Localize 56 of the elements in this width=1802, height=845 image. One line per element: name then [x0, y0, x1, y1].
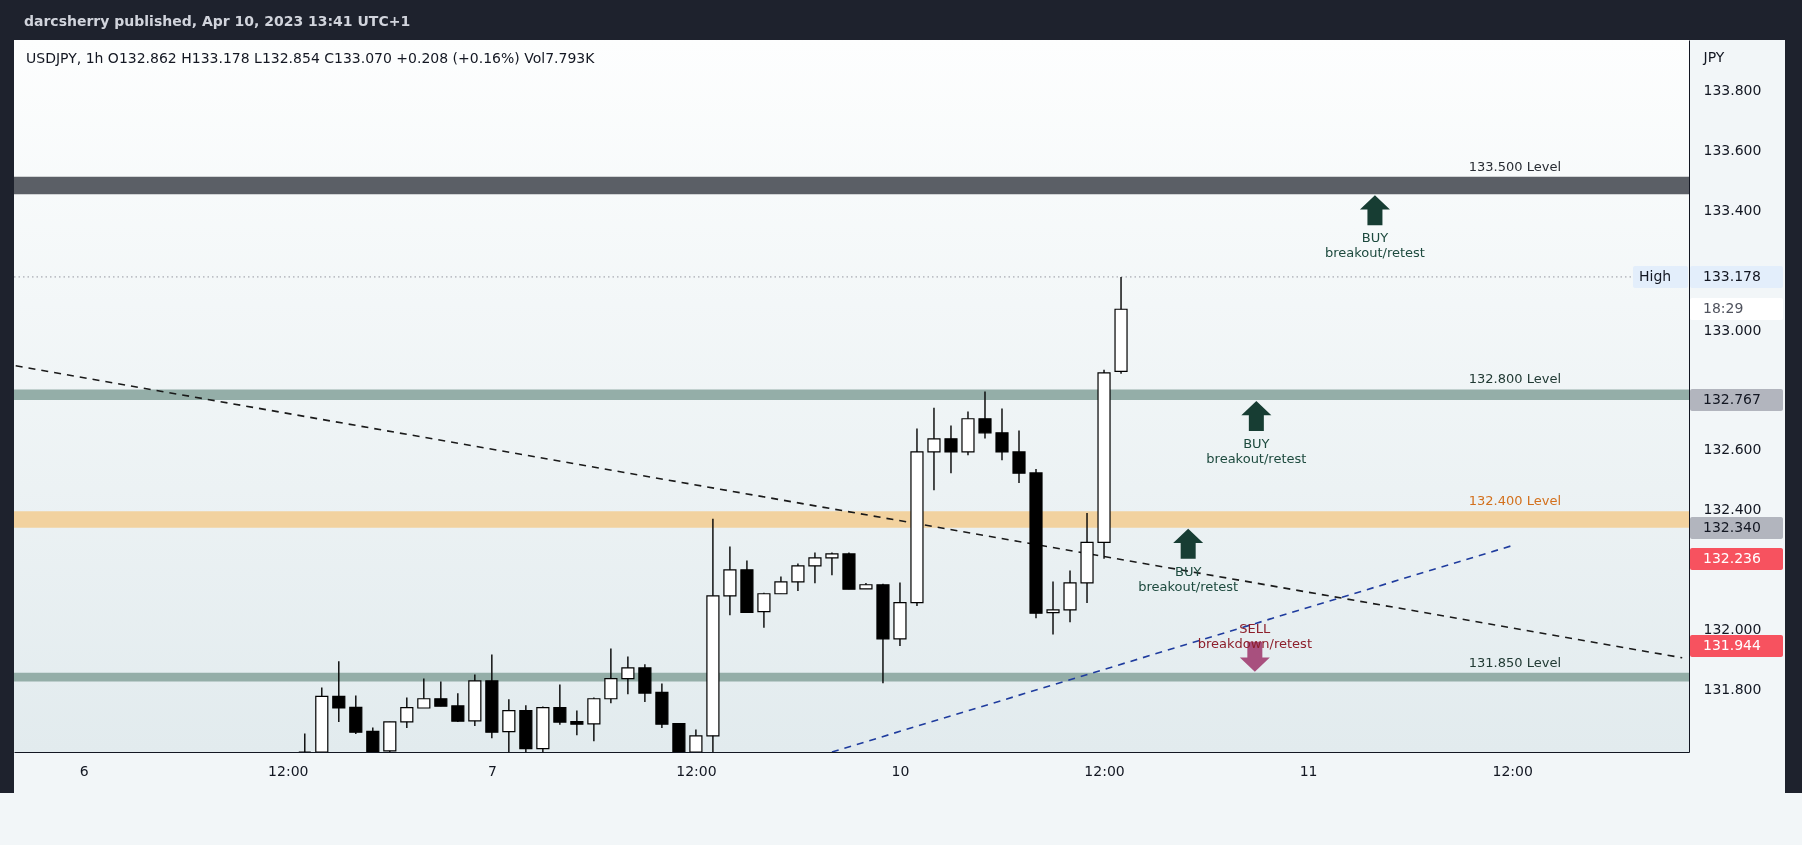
x-tick-label: 10: [891, 762, 910, 779]
text: USDJPY, 1h O132.862 H133.178 L132.854 C133.070 +0.208 (+0.16%) Vol7.793K: [26, 50, 596, 66]
x-tick-label: 11: [1299, 762, 1318, 779]
y-tick-label: 132.600: [1703, 441, 1762, 458]
x-tick-label: 7: [487, 762, 497, 779]
candlestick: [791, 562, 805, 592]
candlestick: [553, 683, 567, 726]
candlestick: [621, 655, 635, 695]
text: 18:29: [1703, 300, 1744, 316]
text: 132.767: [1703, 391, 1761, 407]
annotation: SELL breakdown/retest: [1197, 620, 1312, 651]
candlestick: [1012, 429, 1026, 484]
candlestick: [1046, 580, 1060, 636]
ref-line-label: High: [1639, 267, 1672, 284]
annotation: BUY breakout/retest: [1138, 563, 1239, 594]
band-label: 132.400 Level: [1468, 493, 1561, 509]
text: 133.178: [1703, 268, 1761, 284]
y-tick-label: 133.400: [1703, 202, 1762, 219]
candlestick: [570, 709, 584, 736]
annotation: BUY breakout/retest: [1206, 435, 1307, 466]
band-label: 131.850 Level: [1468, 654, 1561, 670]
candlestick: [944, 424, 958, 474]
y-tick-label: 133.600: [1703, 142, 1762, 159]
y-axis-title: JPY: [1702, 48, 1725, 65]
candlestick: [825, 551, 839, 576]
candlestick: [604, 647, 618, 704]
band-label: 132.800 Level: [1468, 371, 1561, 387]
candlestick: [400, 696, 414, 729]
candlestick: [451, 692, 465, 723]
candlestick: [808, 551, 822, 584]
band-label: 133.500 Level: [1468, 158, 1561, 174]
y-tick-label: 133.000: [1703, 321, 1762, 338]
text: 132.236: [1703, 550, 1761, 566]
candlestick: [298, 732, 312, 752]
x-tick-label: 6: [79, 762, 89, 779]
x-tick-label: 12:00: [1492, 762, 1533, 779]
y-tick-label: 132.400: [1703, 501, 1762, 518]
x-tick-label: 12:00: [1084, 762, 1125, 779]
candlestick: [332, 660, 346, 723]
candlestick: [978, 390, 992, 440]
candlestick: [502, 698, 516, 752]
candlestick: [995, 407, 1009, 462]
candlestick: [434, 680, 448, 707]
candlestick: [417, 677, 431, 709]
text: 132.340: [1703, 519, 1761, 535]
y-tick-label: 131.800: [1703, 680, 1762, 697]
x-tick-label: 12:00: [676, 762, 717, 779]
annotation: BUY breakout/retest: [1324, 230, 1425, 261]
y-tick-label: 132.000: [1703, 620, 1762, 637]
y-tick-label: 133.800: [1703, 82, 1762, 99]
candlestick: [366, 726, 380, 752]
text: 131.944: [1703, 637, 1761, 653]
x-tick-label: 12:00: [268, 762, 309, 779]
candlestick: [927, 406, 941, 491]
text: darcsherry published, Apr 10, 2023 13:41 UTC+1: [24, 13, 411, 29]
candlestick: [757, 592, 771, 629]
